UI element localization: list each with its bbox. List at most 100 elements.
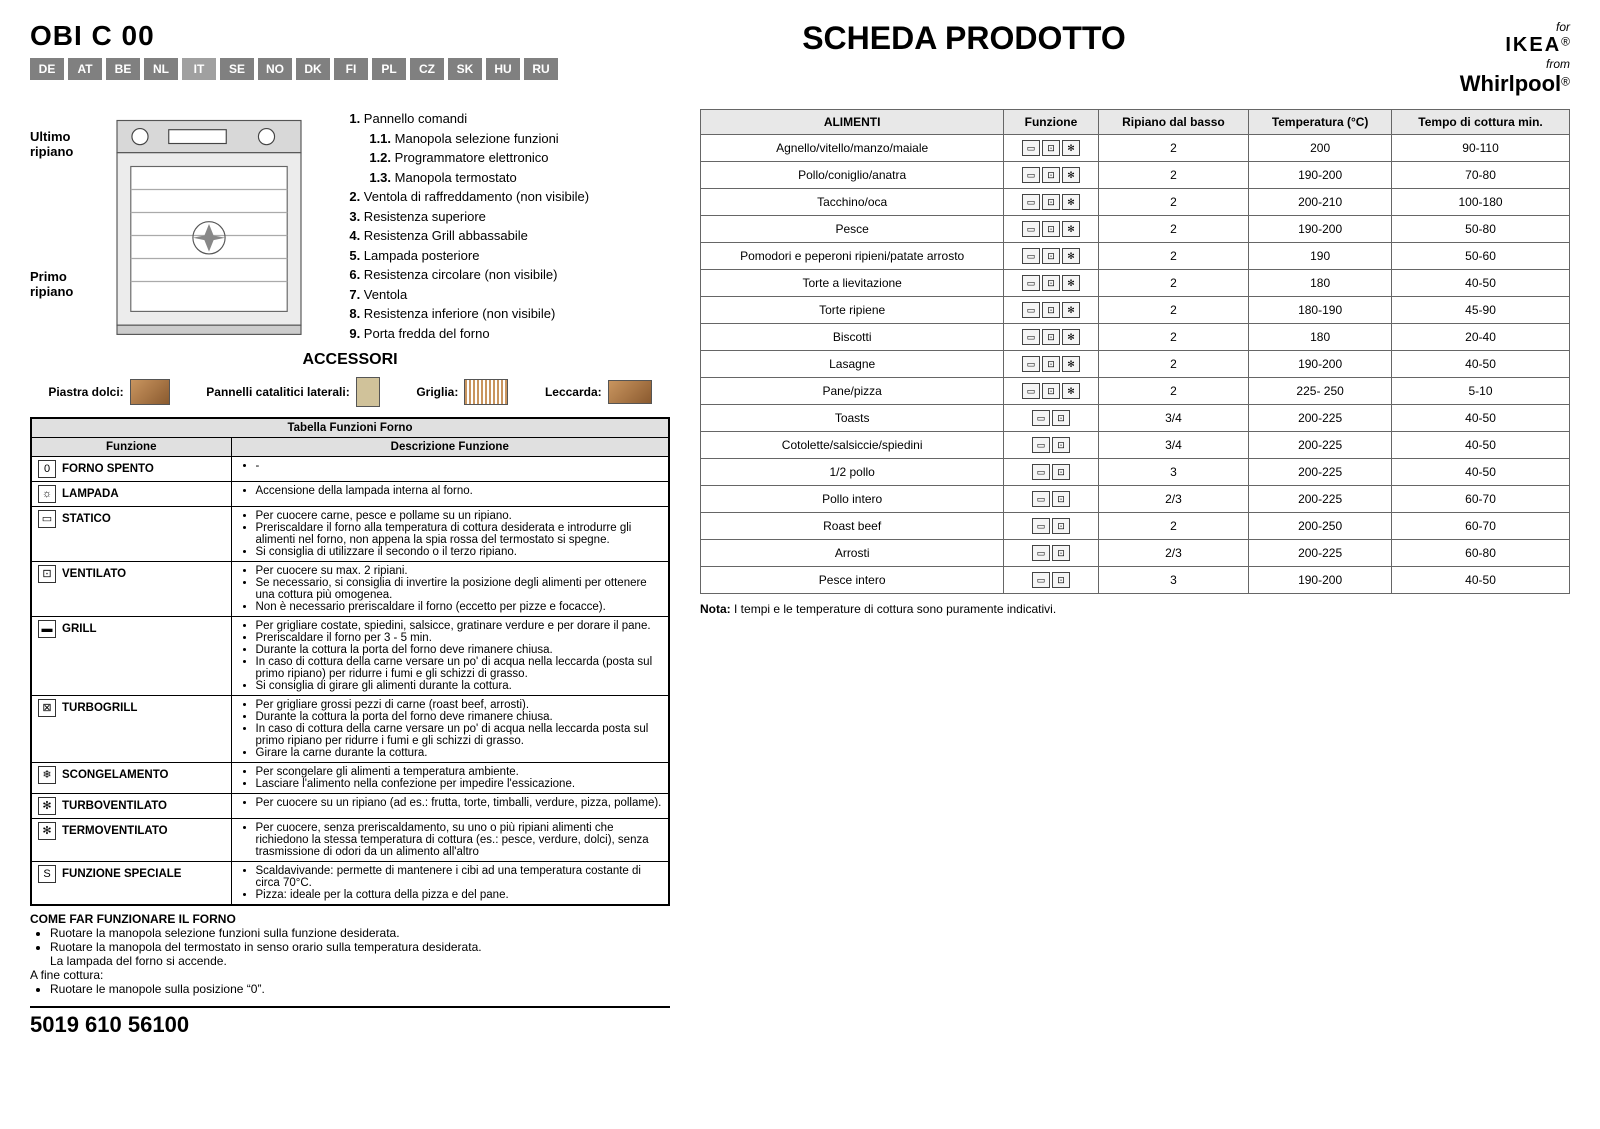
func-desc-item: Lasciare l'alimento nella confezione per… [256,778,663,790]
cook-shelf: 3/4 [1098,405,1249,432]
cook-food: Cotolette/salsiccie/spiedini [701,432,1004,459]
lang-flag-dk: DK [296,58,330,80]
func-desc-item: Si consiglia di girare gli alimenti dura… [256,680,663,692]
label-primo-ripiano: Primo ripiano [30,269,73,299]
cook-func-icon: ⊡ [1052,545,1070,561]
cook-temp: 190-200 [1249,162,1392,189]
cook-func-icon: ⊡ [1052,410,1070,426]
cook-func-icon: ▭ [1032,518,1050,534]
func-col1: Funzione [31,438,231,457]
cook-row: Arrosti▭⊡2/3200-22560-80 [701,540,1570,567]
func-icon: ▬ [38,620,56,638]
cook-func-icon: ▭ [1032,464,1050,480]
cook-food: Pesce intero [701,567,1004,594]
footer-code: 5019 610 56100 [30,1006,670,1038]
lang-flag-no: NO [258,58,292,80]
cook-row: Roast beef▭⊡2200-25060-70 [701,513,1570,540]
func-icon: ✻ [38,822,56,840]
cook-temp: 200-225 [1249,540,1392,567]
accessori-title: ACCESSORI [30,351,670,369]
acc-label: Pannelli catalitici laterali: [206,385,349,399]
func-tbody: 0FORNO SPENTO-☼LAMPADAAccensione della l… [31,457,669,906]
cook-time: 40-50 [1392,405,1570,432]
brand-reg: ® [1561,35,1570,49]
cook-func-icons: ▭⊡✻ [1004,297,1098,324]
howto-line: Ruotare la manopola del termostato in se… [50,940,670,954]
acc-shape-tray [130,379,170,405]
cook-func-icon: ⊡ [1042,383,1060,399]
cook-func-icon: ⊡ [1042,356,1060,372]
howto-line: La lampada del forno si accende. [30,954,670,968]
cook-food: Pomodori e peperoni ripieni/patate arros… [701,243,1004,270]
cook-shelf: 2 [1098,378,1249,405]
func-desc-item: In caso di cottura della carne versare u… [256,656,663,680]
howto-after-line: Ruotare le manopole sulla posizione “0”. [50,982,670,996]
cook-func-icon: ⊡ [1042,167,1060,183]
lang-flag-at: AT [68,58,102,80]
note-label: Nota: [700,602,731,616]
func-desc-item: Durante la cottura la porta del forno de… [256,644,663,656]
part-item: 1.3. Manopola termostato [349,168,670,188]
cook-func-icons: ▭⊡ [1004,432,1098,459]
func-desc-item: Preriscaldare il forno per 3 - 5 min. [256,632,663,644]
acc-shape-drip [608,380,652,404]
cook-func-icon: ▭ [1022,383,1040,399]
cook-temp: 200-225 [1249,459,1392,486]
part-item: 5. Lampada posteriore [349,246,670,266]
func-desc-item: Non è necessario preriscaldare il forno … [256,601,663,613]
func-row: ⊠TURBOGRILLPer grigliare grossi pezzi di… [31,696,669,763]
cook-func-icons: ▭⊡✻ [1004,270,1098,297]
part-item: 7. Ventola [349,285,670,305]
cook-row: Torte a lievitazione▭⊡✻218040-50 [701,270,1570,297]
cook-func-icons: ▭⊡ [1004,459,1098,486]
part-item: 3. Resistenza superiore [349,207,670,227]
cook-temp: 200-225 [1249,486,1392,513]
cook-func-icon: ✻ [1062,194,1080,210]
cook-func-icons: ▭⊡✻ [1004,189,1098,216]
cook-food: Biscotti [701,324,1004,351]
lang-flag-ru: RU [524,58,558,80]
cook-row: Pesce intero▭⊡3190-20040-50 [701,567,1570,594]
lang-flag-de: DE [30,58,64,80]
cook-temp: 180-190 [1249,297,1392,324]
cook-time: 40-50 [1392,432,1570,459]
part-item: 1.1. Manopola selezione funzioni [349,129,670,149]
cook-time: 50-80 [1392,216,1570,243]
cook-food: Torte a lievitazione [701,270,1004,297]
cook-func-icon: ⊡ [1052,464,1070,480]
lang-flag-nl: NL [144,58,178,80]
cook-func-icon: ▭ [1022,329,1040,345]
cook-func-icon: ⊡ [1042,221,1060,237]
cook-temp: 190-200 [1249,567,1392,594]
func-icon: 0 [38,460,56,478]
cook-temp: 190 [1249,243,1392,270]
cook-shelf: 2 [1098,216,1249,243]
func-row: ⊡VENTILATOPer cuocere su max. 2 ripiani.… [31,562,669,617]
cook-time: 45-90 [1392,297,1570,324]
cook-func-icon: ✻ [1062,302,1080,318]
cook-func-icon: ▭ [1032,437,1050,453]
cook-row: Toasts▭⊡3/4200-22540-50 [701,405,1570,432]
cook-func-icons: ▭⊡✻ [1004,135,1098,162]
cook-func-icons: ▭⊡ [1004,540,1098,567]
cook-note: Nota: I tempi e le temperature di cottur… [700,602,1570,616]
cook-shelf: 2/3 [1098,486,1249,513]
cook-func-icon: ⊡ [1052,437,1070,453]
acc-shape-grill [464,379,508,405]
cook-func-icon: ✻ [1062,140,1080,156]
func-icon: ✻ [38,797,56,815]
cook-food: 1/2 pollo [701,459,1004,486]
cook-func-icons: ▭⊡✻ [1004,324,1098,351]
func-desc-item: Girare la carne durante la cottura. [256,747,663,759]
lang-flag-hu: HU [486,58,520,80]
func-row: ▭STATICOPer cuocere carne, pesce e polla… [31,507,669,562]
howto-after-list: Ruotare le manopole sulla posizione “0”. [30,982,670,996]
cook-func-icon: ▭ [1032,410,1050,426]
func-name: TURBOVENTILATO [62,800,167,812]
lang-flag-sk: SK [448,58,482,80]
acc-shape-panel [356,377,380,407]
howto-list: Ruotare la manopola selezione funzioni s… [30,926,670,954]
cook-row: Pane/pizza▭⊡✻2225- 2505-10 [701,378,1570,405]
func-desc-item: - [256,460,663,472]
cook-func-icons: ▭⊡✻ [1004,378,1098,405]
